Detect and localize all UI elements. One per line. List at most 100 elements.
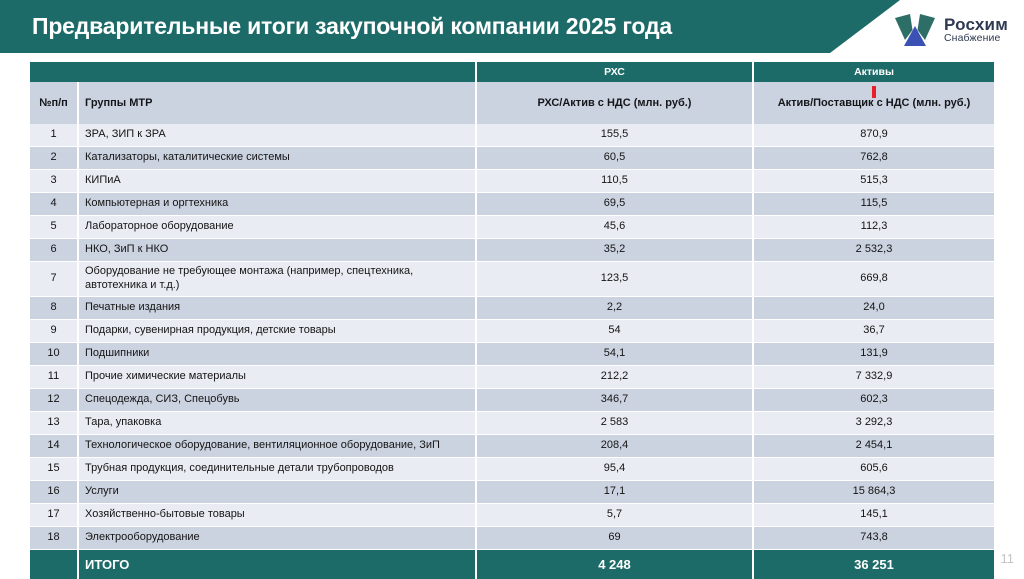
row-assets-value: 743,8: [753, 527, 994, 550]
row-assets-value: 2 532,3: [753, 239, 994, 262]
row-number: 3: [30, 170, 78, 193]
row-number: 17: [30, 504, 78, 527]
row-group-name: Подарки, сувенирная продукция, детские т…: [78, 320, 476, 343]
company-logo: Росхим Снабжение: [893, 10, 1008, 50]
table-group-header-row: РХС Активы: [30, 62, 994, 82]
group-header-blank: [30, 62, 476, 82]
logo-name-bottom: Снабжение: [944, 33, 1008, 44]
row-number: 11: [30, 366, 78, 389]
row-assets-value: 7 332,9: [753, 366, 994, 389]
total-rhs: 4 248: [476, 550, 753, 579]
row-group-name: Печатные издания: [78, 297, 476, 320]
row-assets-value: 3 292,3: [753, 412, 994, 435]
row-group-name: Хозяйственно-бытовые товары: [78, 504, 476, 527]
row-number: 15: [30, 458, 78, 481]
row-number: 4: [30, 193, 78, 216]
row-rhs-value: 17,1: [476, 481, 753, 504]
row-number: 9: [30, 320, 78, 343]
row-rhs-value: 208,4: [476, 435, 753, 458]
row-number: 5: [30, 216, 78, 239]
row-rhs-value: 69: [476, 527, 753, 550]
row-number: 6: [30, 239, 78, 262]
row-rhs-value: 5,7: [476, 504, 753, 527]
group-header-assets: Активы: [753, 62, 994, 82]
row-group-name: Компьютерная и оргтехника: [78, 193, 476, 216]
page-number: 11: [1001, 551, 1015, 566]
results-table-container: РХС Активы №п/п Группы МТР РХС/Актив с Н…: [30, 62, 994, 579]
row-group-name: Прочие химические материалы: [78, 366, 476, 389]
table-footer: ИТОГО 4 248 36 251: [30, 550, 994, 579]
row-number: 18: [30, 527, 78, 550]
row-number: 7: [30, 262, 78, 297]
row-group-name: НКО, ЗиП к НКО: [78, 239, 476, 262]
row-number: 2: [30, 147, 78, 170]
column-header-assets: Актив/Поставщик с НДС (млн. руб.): [753, 82, 994, 124]
row-group-name: ЗРА, ЗИП к ЗРА: [78, 124, 476, 147]
row-group-name: КИПиА: [78, 170, 476, 193]
total-assets: 36 251: [753, 550, 994, 579]
row-assets-value: 605,6: [753, 458, 994, 481]
red-marker-icon: [872, 86, 876, 98]
row-rhs-value: 60,5: [476, 147, 753, 170]
row-group-name: Трубная продукция, соединительные детали…: [78, 458, 476, 481]
row-assets-value: 602,3: [753, 389, 994, 412]
row-group-name: Электрооборудование: [78, 527, 476, 550]
row-assets-value: 36,7: [753, 320, 994, 343]
row-assets-value: 24,0: [753, 297, 994, 320]
row-assets-value: 15 864,3: [753, 481, 994, 504]
column-header-num: №п/п: [30, 82, 78, 124]
row-group-name: Лабораторное оборудование: [78, 216, 476, 239]
row-assets-value: 131,9: [753, 343, 994, 366]
total-label: ИТОГО: [78, 550, 476, 579]
column-header-assets-label: Актив/Поставщик с НДС (млн. руб.): [778, 97, 971, 109]
row-rhs-value: 346,7: [476, 389, 753, 412]
row-number: 10: [30, 343, 78, 366]
row-rhs-value: 69,5: [476, 193, 753, 216]
row-assets-value: 515,3: [753, 170, 994, 193]
procurement-results-table: РХС Активы №п/п Группы МТР РХС/Актив с Н…: [30, 62, 994, 579]
row-rhs-value: 155,5: [476, 124, 753, 147]
row-group-name: Подшипники: [78, 343, 476, 366]
table-column-header-row: №п/п Группы МТР РХС/Актив с НДС (млн. ру…: [30, 82, 994, 124]
row-group-name: Спецодежда, СИЗ, Спецобувь: [78, 389, 476, 412]
row-assets-value: 115,5: [753, 193, 994, 216]
row-rhs-value: 54,1: [476, 343, 753, 366]
row-number: 13: [30, 412, 78, 435]
row-rhs-value: 2 583: [476, 412, 753, 435]
row-rhs-value: 54: [476, 320, 753, 343]
row-assets-value: 2 454,1: [753, 435, 994, 458]
logo-name-top: Росхим: [944, 16, 1008, 34]
row-assets-value: 762,8: [753, 147, 994, 170]
row-rhs-value: 35,2: [476, 239, 753, 262]
row-assets-value: 669,8: [753, 262, 994, 297]
row-rhs-value: 123,5: [476, 262, 753, 297]
row-number: 16: [30, 481, 78, 504]
row-group-name: Услуги: [78, 481, 476, 504]
row-rhs-value: 95,4: [476, 458, 753, 481]
row-rhs-value: 212,2: [476, 366, 753, 389]
row-group-name: Технологическое оборудование, вентиляцио…: [78, 435, 476, 458]
row-assets-value: 145,1: [753, 504, 994, 527]
row-rhs-value: 2,2: [476, 297, 753, 320]
row-group-name: Оборудование не требующее монтажа (напри…: [78, 262, 476, 297]
row-number: 8: [30, 297, 78, 320]
total-blank: [30, 550, 78, 579]
column-header-group: Группы МТР: [78, 82, 476, 124]
row-group-name: Тара, упаковка: [78, 412, 476, 435]
row-rhs-value: 45,6: [476, 216, 753, 239]
